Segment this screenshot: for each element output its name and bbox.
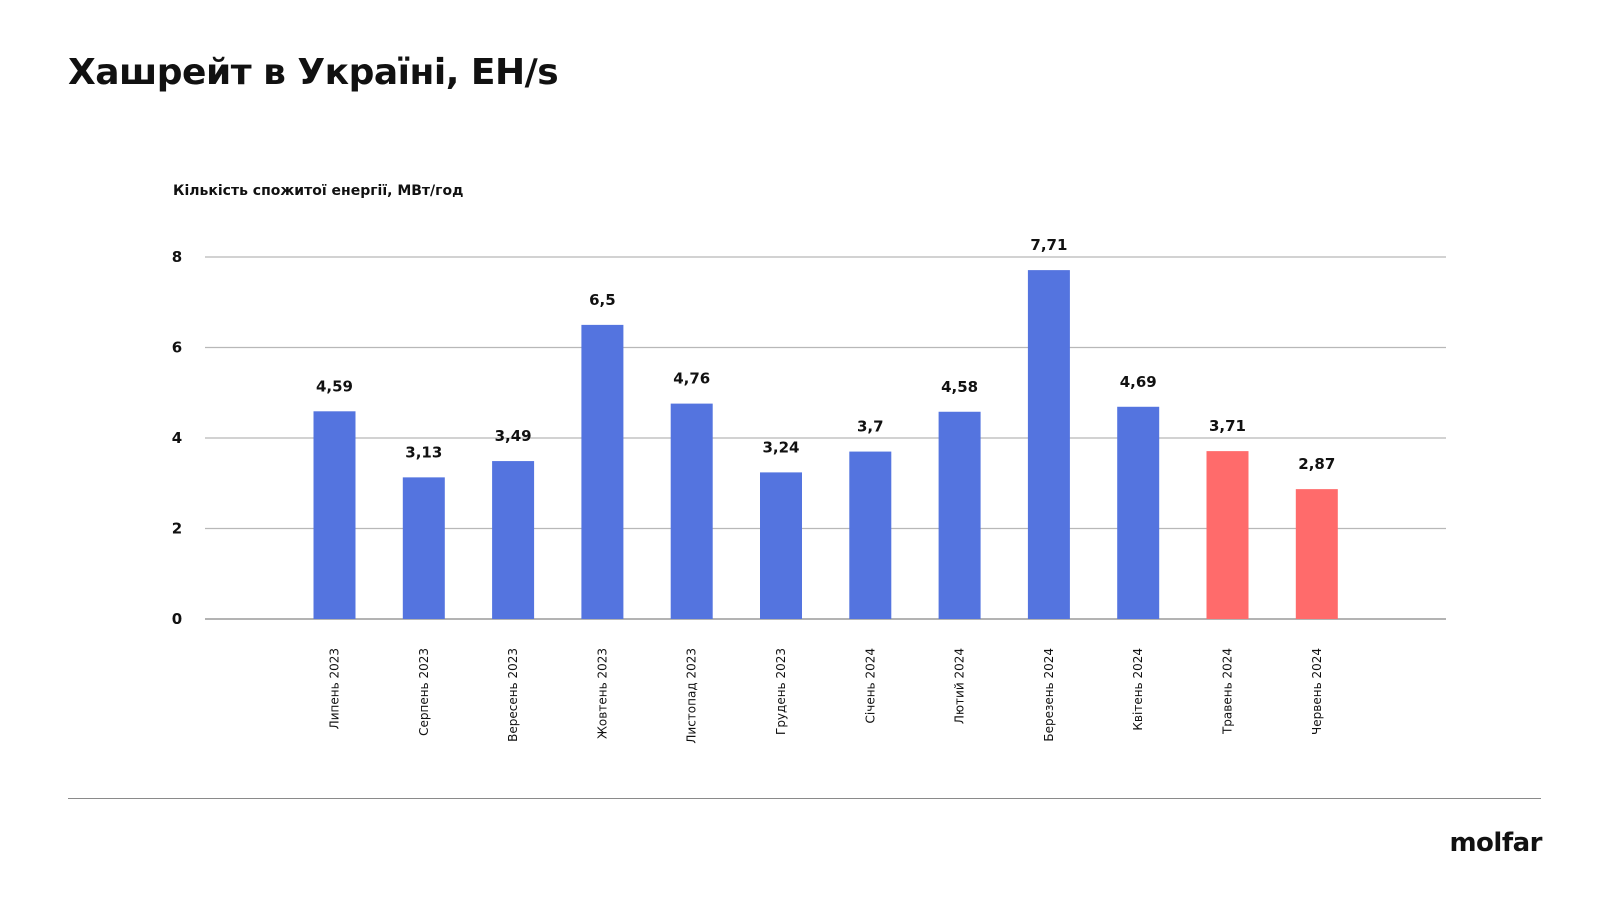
y-tick-label: 0	[172, 610, 182, 628]
data-label: 3,7	[857, 418, 884, 436]
x-tick-label: Серпень 2023	[417, 648, 431, 736]
x-tick-labels: Липень 2023 Серпень 2023 Вересень 2023 Жовт…	[328, 648, 1324, 744]
bar	[402, 477, 445, 619]
y-tick-label: 4	[172, 429, 182, 447]
x-tick-label: Липень 2023	[328, 648, 342, 729]
x-tick-label: Січень 2024	[863, 648, 877, 723]
bar	[1295, 489, 1338, 619]
x-tick-label: Травень 2024	[1221, 648, 1235, 735]
y-axis-label: Кількість спожитої енергії, МВт/год	[173, 183, 463, 199]
data-label: 3,71	[1209, 417, 1246, 435]
bar	[313, 411, 356, 619]
data-label: 3,49	[495, 427, 532, 445]
y-tick-label: 6	[172, 339, 182, 357]
bar-chart: Кількість спожитої енергії, МВт/год 0 2 4 6…	[172, 183, 1446, 744]
bar	[849, 451, 892, 619]
y-tick-label: 8	[172, 248, 182, 266]
data-label: 3,24	[762, 438, 799, 456]
data-label: 4,69	[1120, 373, 1157, 391]
bar	[938, 411, 981, 619]
x-tick-label: Жовтень 2023	[595, 648, 609, 739]
bar	[760, 472, 802, 619]
x-tick-label: Червень 2024	[1310, 648, 1324, 735]
data-label: 7,71	[1030, 236, 1067, 254]
x-tick-label: Листопад 2023	[685, 648, 699, 744]
data-label: 4,58	[941, 378, 978, 396]
data-label: 2,87	[1298, 455, 1335, 473]
data-labels: 4,59 3,13 3,49 6,5 4,76 3,24 3,7 4,58 7,71 4,69 3,…	[316, 236, 1335, 473]
x-tick-label: Лютий 2024	[953, 648, 967, 724]
footer-divider	[68, 798, 1541, 799]
bar	[581, 324, 624, 619]
data-label: 3,13	[405, 443, 442, 461]
bars	[313, 270, 1338, 619]
x-tick-label: Грудень 2023	[774, 648, 788, 735]
x-tick-label: Березень 2024	[1042, 648, 1056, 742]
bar	[492, 461, 535, 619]
brand-logo: molfar	[1449, 828, 1542, 858]
y-tick-labels: 0 2 4 6 8	[172, 248, 182, 628]
x-tick-label: Квітень 2024	[1131, 648, 1145, 731]
bar	[670, 403, 713, 619]
y-tick-label: 2	[172, 520, 182, 538]
x-tick-label: Вересень 2023	[506, 648, 520, 742]
gridlines	[205, 256, 1446, 620]
data-label: 4,59	[316, 377, 353, 395]
page-title: Хашрейт в Україні, EH/s	[68, 52, 559, 93]
data-label: 4,76	[673, 370, 710, 388]
bar	[1206, 451, 1249, 619]
bar	[1117, 406, 1160, 619]
data-label: 6,5	[589, 291, 616, 309]
bar	[1027, 270, 1070, 619]
